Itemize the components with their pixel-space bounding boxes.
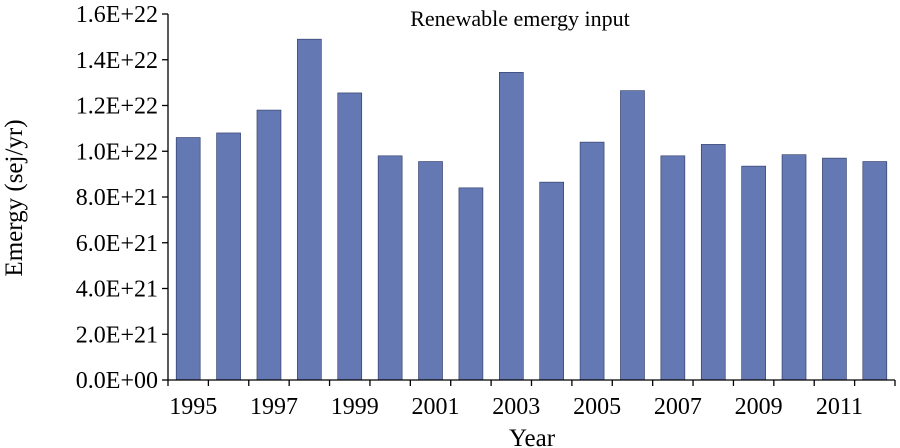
x-tick-label-2005: 2005 xyxy=(573,394,621,420)
bars-group xyxy=(175,38,888,381)
x-tick-label-1999: 1999 xyxy=(331,394,379,420)
bar-2004 xyxy=(539,181,564,381)
bar-2010 xyxy=(781,154,807,381)
y-tick-label: 1.4E+22 xyxy=(76,48,158,74)
bar-2005 xyxy=(579,141,605,381)
bar-1998 xyxy=(297,38,322,381)
bar-2003 xyxy=(499,72,524,381)
bar-1996 xyxy=(216,132,241,381)
y-ticks-group: 0.0E+00 2.0E+21 4.0E+21 6.0E+21 8.0E+21 1.0E+… xyxy=(76,2,168,394)
x-tick-label-2011: 2011 xyxy=(816,394,863,420)
bar-2000 xyxy=(377,155,403,381)
x-tick-label-2001: 2001 xyxy=(412,394,460,420)
x-tick-label-1997: 1997 xyxy=(250,394,298,420)
bar-2009 xyxy=(741,165,766,381)
bar-2011 xyxy=(822,157,847,381)
bar-2006 xyxy=(620,90,645,381)
y-tick-label: 6.0E+21 xyxy=(76,231,158,257)
y-tick-label: 8.0E+21 xyxy=(76,185,158,211)
y-tick-label: 2.0E+21 xyxy=(76,322,158,348)
chart-title: Renewable emergy input xyxy=(410,6,630,31)
bar-1995 xyxy=(175,137,201,381)
y-tick-label: 4.0E+21 xyxy=(76,277,158,303)
y-tick-label: 1.2E+22 xyxy=(76,94,158,120)
y-tick-label: 1.6E+22 xyxy=(76,2,158,28)
x-tick-label-1995: 1995 xyxy=(169,394,217,420)
x-tick-label-2007: 2007 xyxy=(654,394,702,420)
y-tick-label: 1.0E+22 xyxy=(76,139,158,165)
bar-1997 xyxy=(256,109,282,381)
bar-2002 xyxy=(458,187,484,381)
bar-2007 xyxy=(660,155,686,381)
x-ticks-group: 1995 1997 1999 2001 2003 2005 2007 2009 2011 xyxy=(167,380,896,420)
y-axis-title: Emergy (sej/yr) xyxy=(1,119,28,276)
x-tick-label-2009: 2009 xyxy=(735,394,783,420)
bar-2001 xyxy=(418,161,443,381)
y-tick-label: 0.0E+00 xyxy=(76,368,158,394)
bar-2012 xyxy=(862,161,888,381)
bar-2008 xyxy=(700,144,726,381)
x-tick-label-2003: 2003 xyxy=(492,394,540,420)
bar-1999 xyxy=(337,92,363,381)
x-axis-title: Year xyxy=(509,425,556,448)
